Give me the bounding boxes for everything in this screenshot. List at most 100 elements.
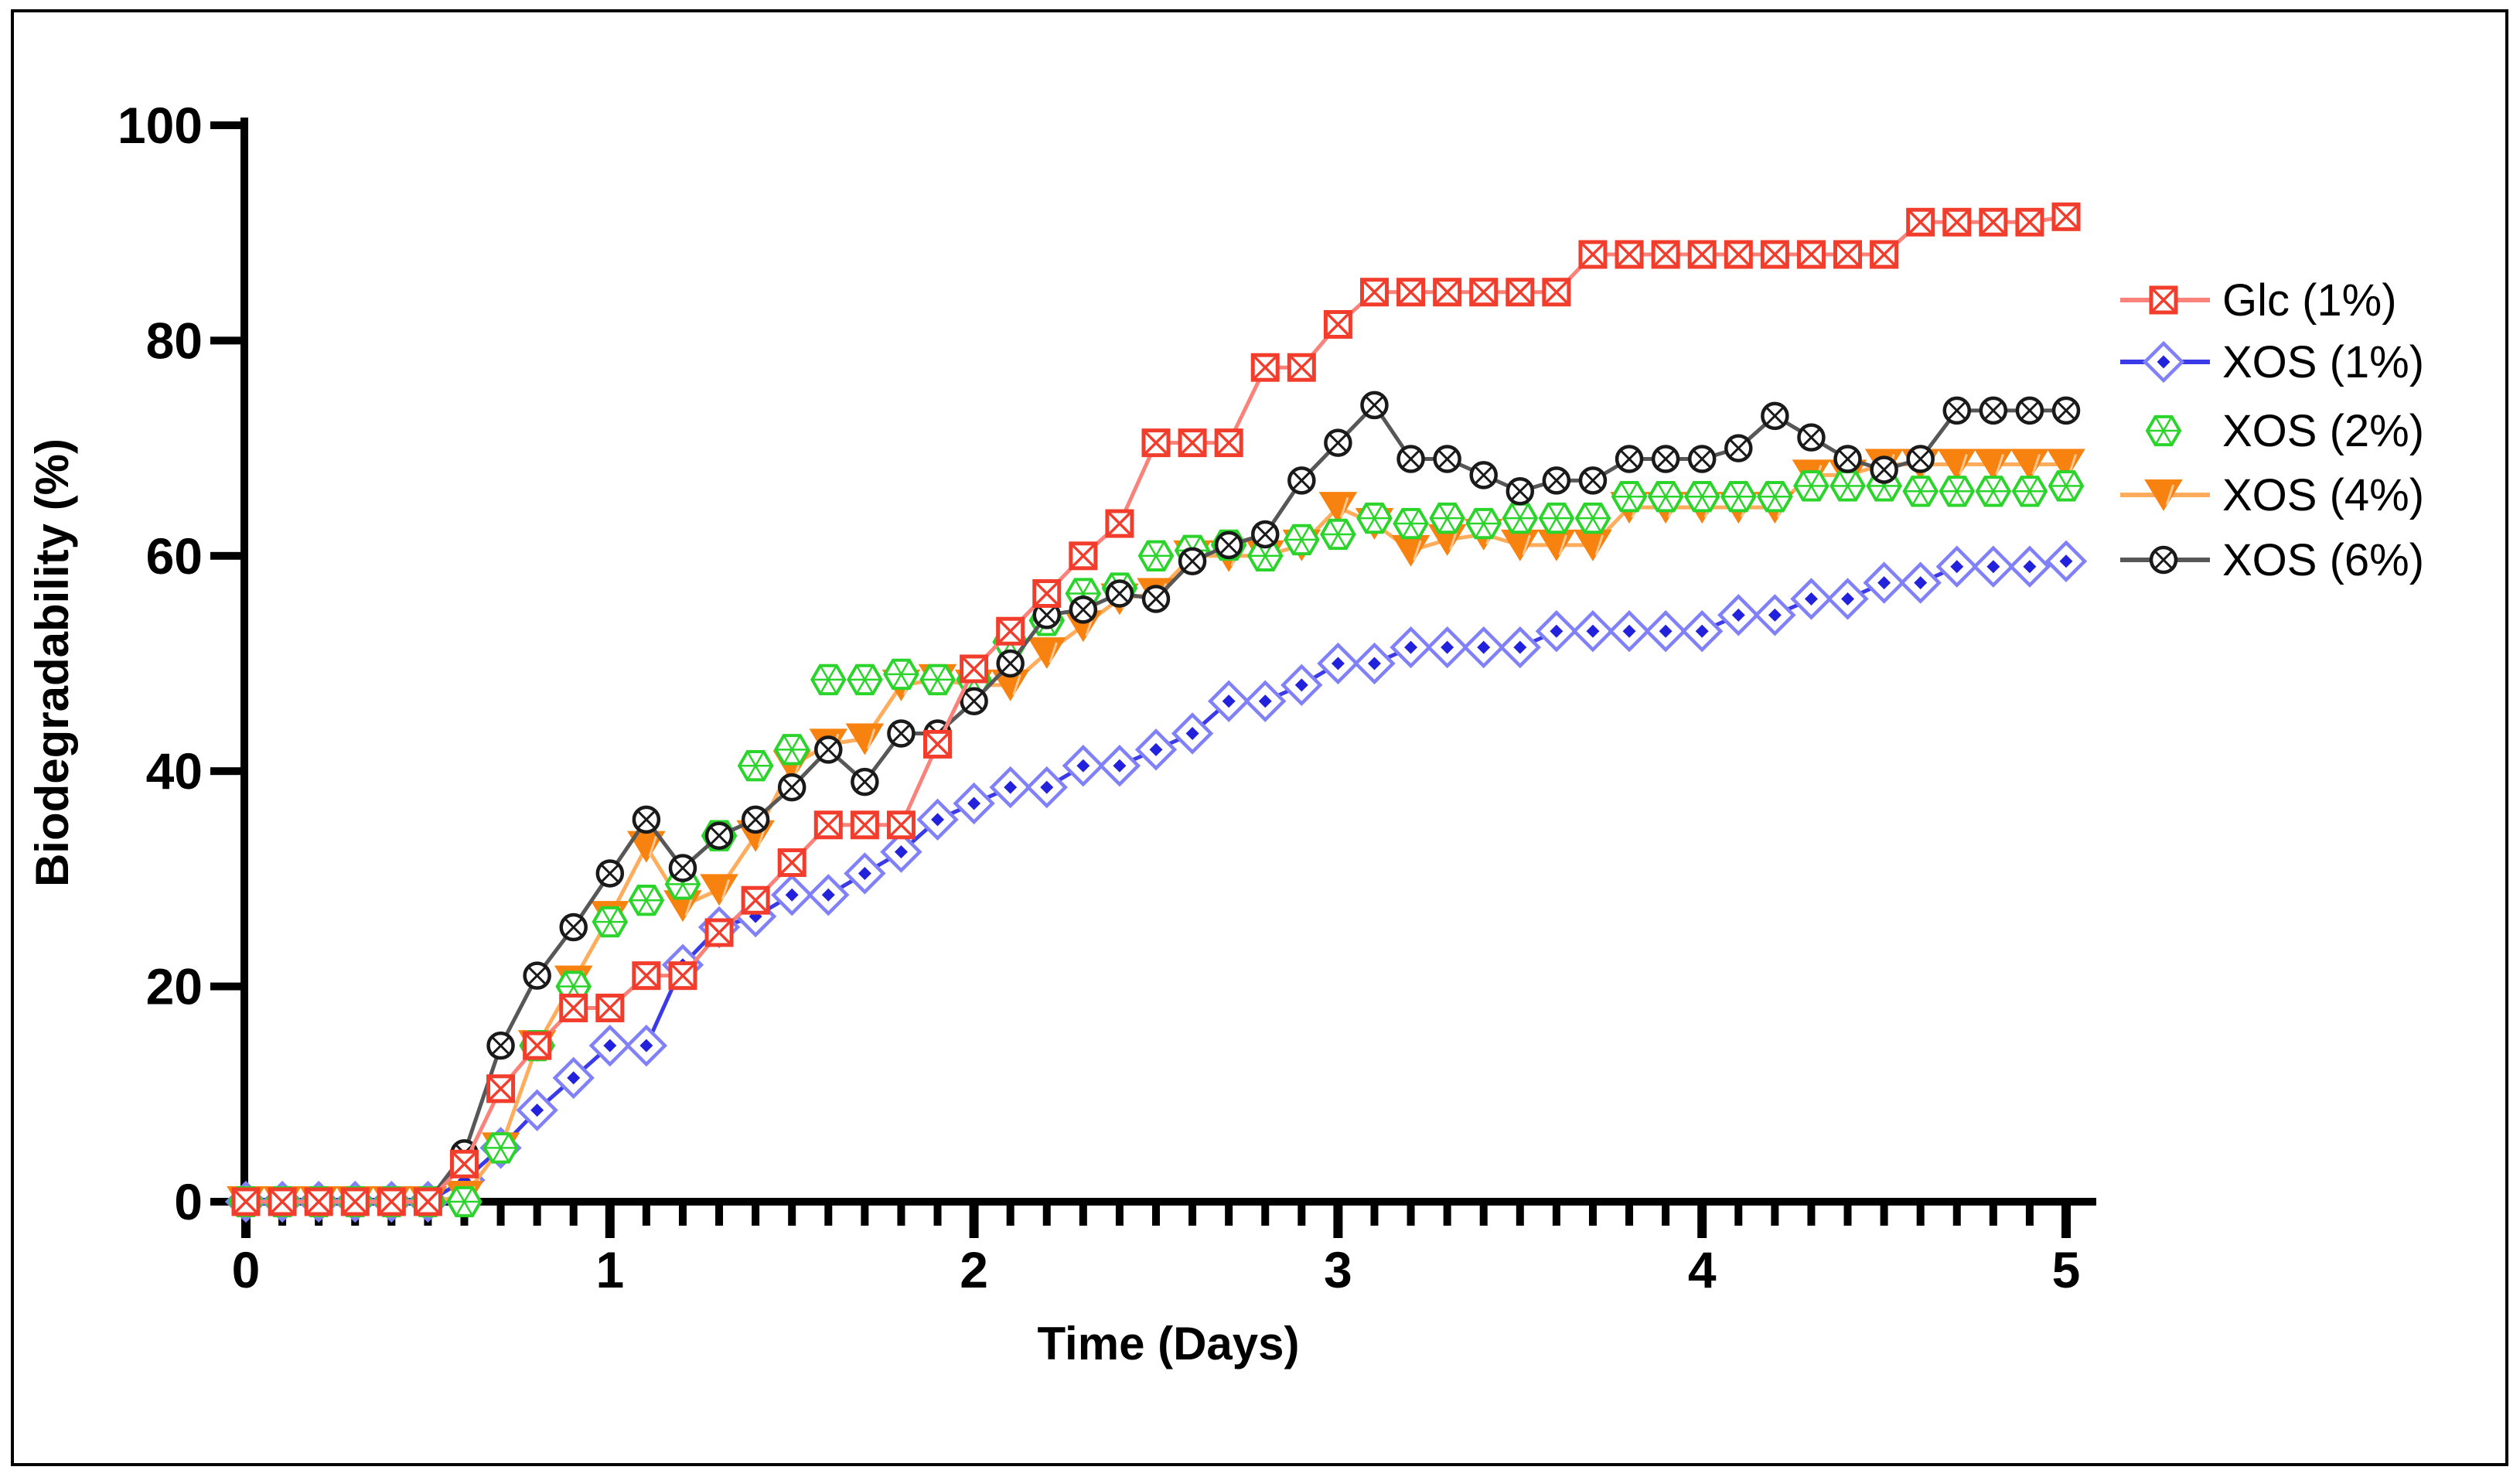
- x-minor-tick: [1625, 1206, 1634, 1226]
- marker-hexagon-spokes: [483, 1132, 519, 1164]
- marker-hexagon-spokes: [737, 750, 774, 782]
- marker-hexagon-spokes: [1793, 470, 1829, 502]
- legend-label: XOS (1%): [2222, 337, 2424, 387]
- marker-square-x: [559, 993, 588, 1022]
- x-minor-tick: [1298, 1206, 1306, 1226]
- marker-hexagon-spokes: [1975, 476, 2012, 507]
- marker-square-x: [1979, 207, 2008, 237]
- marker-triangle-down: [2010, 449, 2049, 481]
- marker-circle-x: [996, 649, 1025, 678]
- marker-square-x: [777, 848, 806, 878]
- marker-hexagon-spokes: [446, 1185, 483, 1218]
- marker-square-x: [377, 1187, 406, 1216]
- marker-hexagon-spokes: [1502, 502, 1539, 534]
- marker-hexagon-spokes: [1137, 540, 1175, 571]
- x-minor-tick: [1188, 1206, 1197, 1226]
- marker-circle-x: [1469, 461, 1498, 489]
- x-minor-tick: [933, 1206, 942, 1226]
- x-minor-tick: [1952, 1206, 1961, 1226]
- marker-hexagon-spokes: [883, 658, 919, 691]
- marker-hexagon-spokes: [810, 663, 847, 696]
- marker-diamond-dot: [1244, 680, 1287, 722]
- x-tick-label: 3: [1324, 1241, 1352, 1298]
- marker-circle-x: [1324, 428, 1352, 457]
- marker-square-x: [1870, 240, 1899, 269]
- marker-square-x: [1542, 278, 1571, 307]
- marker-diamond-dot: [1681, 610, 1724, 653]
- marker-diamond-dot: [1608, 610, 1651, 653]
- x-minor-tick: [533, 1206, 541, 1226]
- marker-circle-x: [1287, 466, 1316, 495]
- marker-hexagon-spokes: [1538, 502, 1575, 534]
- marker-square-x: [1141, 428, 1171, 458]
- marker-hexagon-spokes: [1465, 507, 1502, 540]
- marker-circle-x: [1833, 445, 1862, 473]
- marker-circle-x: [595, 859, 625, 888]
- series-xos-1: [224, 540, 2088, 1223]
- marker-circle-x: [1870, 455, 1898, 484]
- marker-diamond-dot: [1317, 642, 1359, 685]
- marker-hexagon-spokes: [1720, 481, 1757, 513]
- x-minor-tick: [1079, 1206, 1087, 1226]
- marker-diamond-dot: [1280, 663, 1323, 707]
- x-minor-tick: [1479, 1206, 1488, 1226]
- marker-circle-x: [1651, 445, 1680, 473]
- x-minor-tick: [715, 1206, 724, 1226]
- marker-square-x: [923, 729, 953, 759]
- marker-square-x: [1687, 240, 1717, 269]
- marker-hexagon-spokes: [592, 906, 629, 938]
- marker-circle-x: [1687, 445, 1717, 473]
- x-major-tick: [605, 1206, 615, 1238]
- marker-square-x: [595, 993, 625, 1022]
- marker-square-x: [2149, 285, 2178, 315]
- marker-hexagon-spokes: [2048, 470, 2085, 502]
- series-markers: [224, 540, 2088, 1223]
- marker-hexagon-spokes: [1393, 507, 1429, 540]
- marker-circle-x: [1141, 585, 1171, 613]
- marker-square-x: [1250, 353, 1280, 382]
- x-minor-tick: [1552, 1206, 1560, 1226]
- marker-circle-x: [2149, 545, 2178, 575]
- marker-diamond-dot: [771, 874, 813, 916]
- marker-diamond-dot: [588, 1024, 631, 1067]
- x-tick-label: 0: [232, 1241, 261, 1298]
- x-minor-tick: [1152, 1206, 1160, 1226]
- marker-circle-x: [814, 735, 843, 764]
- marker-diamond-dot: [989, 766, 1032, 809]
- legend-item-xos-6: XOS (6%): [2120, 535, 2424, 585]
- x-minor-tick: [1225, 1206, 1233, 1226]
- marker-square-x: [1433, 278, 1462, 307]
- y-tick: [210, 121, 240, 129]
- marker-hexagon-spokes: [1356, 502, 1393, 534]
- y-tick-label: 60: [146, 527, 203, 585]
- marker-diamond-dot: [880, 831, 922, 873]
- marker-square-x: [668, 961, 697, 991]
- marker-square-x: [1359, 278, 1389, 307]
- marker-diamond-dot: [2044, 540, 2088, 582]
- x-minor-tick: [861, 1206, 869, 1226]
- marker-hexagon-spokes: [1902, 476, 1939, 507]
- marker-circle-x: [523, 961, 551, 990]
- marker-triangle-down: [700, 874, 738, 906]
- marker-diamond-dot: [1062, 745, 1105, 787]
- y-tick: [210, 551, 240, 560]
- x-minor-tick: [1916, 1206, 1925, 1226]
- marker-diamond-dot: [552, 1056, 595, 1100]
- marker-circle-x: [1250, 520, 1280, 549]
- marker-hexagon-spokes: [1320, 518, 1356, 551]
- marker-circle-x: [1360, 391, 1389, 420]
- marker-circle-x: [887, 719, 916, 748]
- marker-circle-x: [2015, 396, 2044, 425]
- x-minor-tick: [1807, 1206, 1816, 1226]
- marker-hexagon-spokes: [1939, 476, 1976, 507]
- marker-square-x: [1396, 278, 1426, 307]
- marker-circle-x: [632, 805, 661, 834]
- x-minor-tick: [678, 1206, 687, 1226]
- marker-hexagon-spokes: [773, 734, 810, 766]
- marker-square-x: [1032, 579, 1062, 609]
- marker-circle-x: [1105, 579, 1134, 608]
- x-tick-label: 2: [960, 1241, 988, 1298]
- marker-square-x: [1615, 240, 1644, 269]
- marker-diamond-dot: [2008, 545, 2051, 588]
- marker-hexagon-spokes: [1757, 481, 1793, 513]
